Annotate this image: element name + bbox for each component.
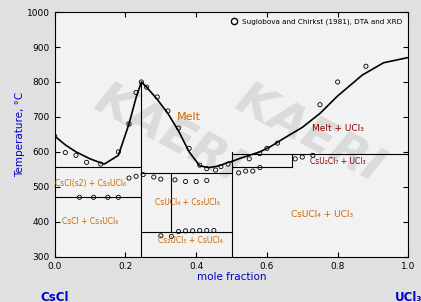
Point [97,162,104,166]
Text: Cs₂UCl₅ + CsUCl₄: Cs₂UCl₅ + CsUCl₄ [158,236,223,246]
Point [218,164,224,169]
Point [182,179,189,184]
Point [264,146,270,151]
Point [150,175,157,179]
Point [186,146,192,151]
Legend: Suglobova and Chirkst (1981), DTA and XRD: Suglobova and Chirkst (1981), DTA and XR… [227,16,405,28]
Point [62,150,69,155]
Point [157,177,164,182]
Point [115,149,122,154]
Text: CsCl(s2) + Cs₃UCl₆: CsCl(s2) + Cs₃UCl₆ [55,179,125,188]
Text: KAERI: KAERI [228,77,390,192]
X-axis label: mole fraction: mole fraction [197,272,266,282]
Point [242,169,249,173]
Text: KAERI: KAERI [87,77,249,192]
Point [362,64,369,69]
Point [235,170,242,175]
Text: CsU₂Cl₇ + UCl₃: CsU₂Cl₇ + UCl₃ [310,157,365,166]
Point [256,165,263,170]
Point [90,195,97,200]
Point [125,121,132,126]
Point [203,228,210,233]
Point [83,160,90,165]
Point [193,179,200,184]
Point [256,151,263,156]
Point [309,153,316,158]
Text: CsUCl₄ + Cs₃UCl₆: CsUCl₄ + Cs₃UCl₆ [155,198,220,207]
Text: CsCl: CsCl [40,291,69,302]
Point [72,153,79,158]
Point [334,79,341,84]
Point [203,178,210,183]
Point [196,163,203,168]
Point [138,79,145,84]
Point [299,155,306,159]
Point [210,228,217,233]
Text: CsCl + Cs₃UCl₆: CsCl + Cs₃UCl₆ [62,217,118,226]
Point [292,156,298,161]
Point [189,228,196,233]
Point [168,234,175,239]
Point [140,172,147,177]
Point [249,169,256,173]
Point [76,195,83,200]
Point [203,166,210,171]
Point [154,95,161,99]
Point [317,102,323,107]
Point [274,141,281,146]
Text: UCl₃: UCl₃ [394,291,421,302]
Point [172,177,179,182]
Point [133,90,139,95]
Point [212,168,219,172]
Point [143,85,150,90]
Point [125,176,132,181]
Point [225,162,232,166]
Y-axis label: Temperature, °C: Temperature, °C [16,92,26,177]
Point [196,228,203,233]
Point [104,195,111,200]
Point [246,156,253,161]
Point [175,229,182,234]
Text: CsUCl₄ + UCl₃: CsUCl₄ + UCl₃ [290,210,353,219]
Text: Melt + UCl₃: Melt + UCl₃ [312,124,364,133]
Text: Melt: Melt [177,112,201,122]
Point [133,174,139,179]
Point [51,134,58,139]
Point [165,108,171,113]
Point [175,126,182,130]
Point [182,228,189,233]
Point [157,233,164,238]
Point [115,195,122,200]
